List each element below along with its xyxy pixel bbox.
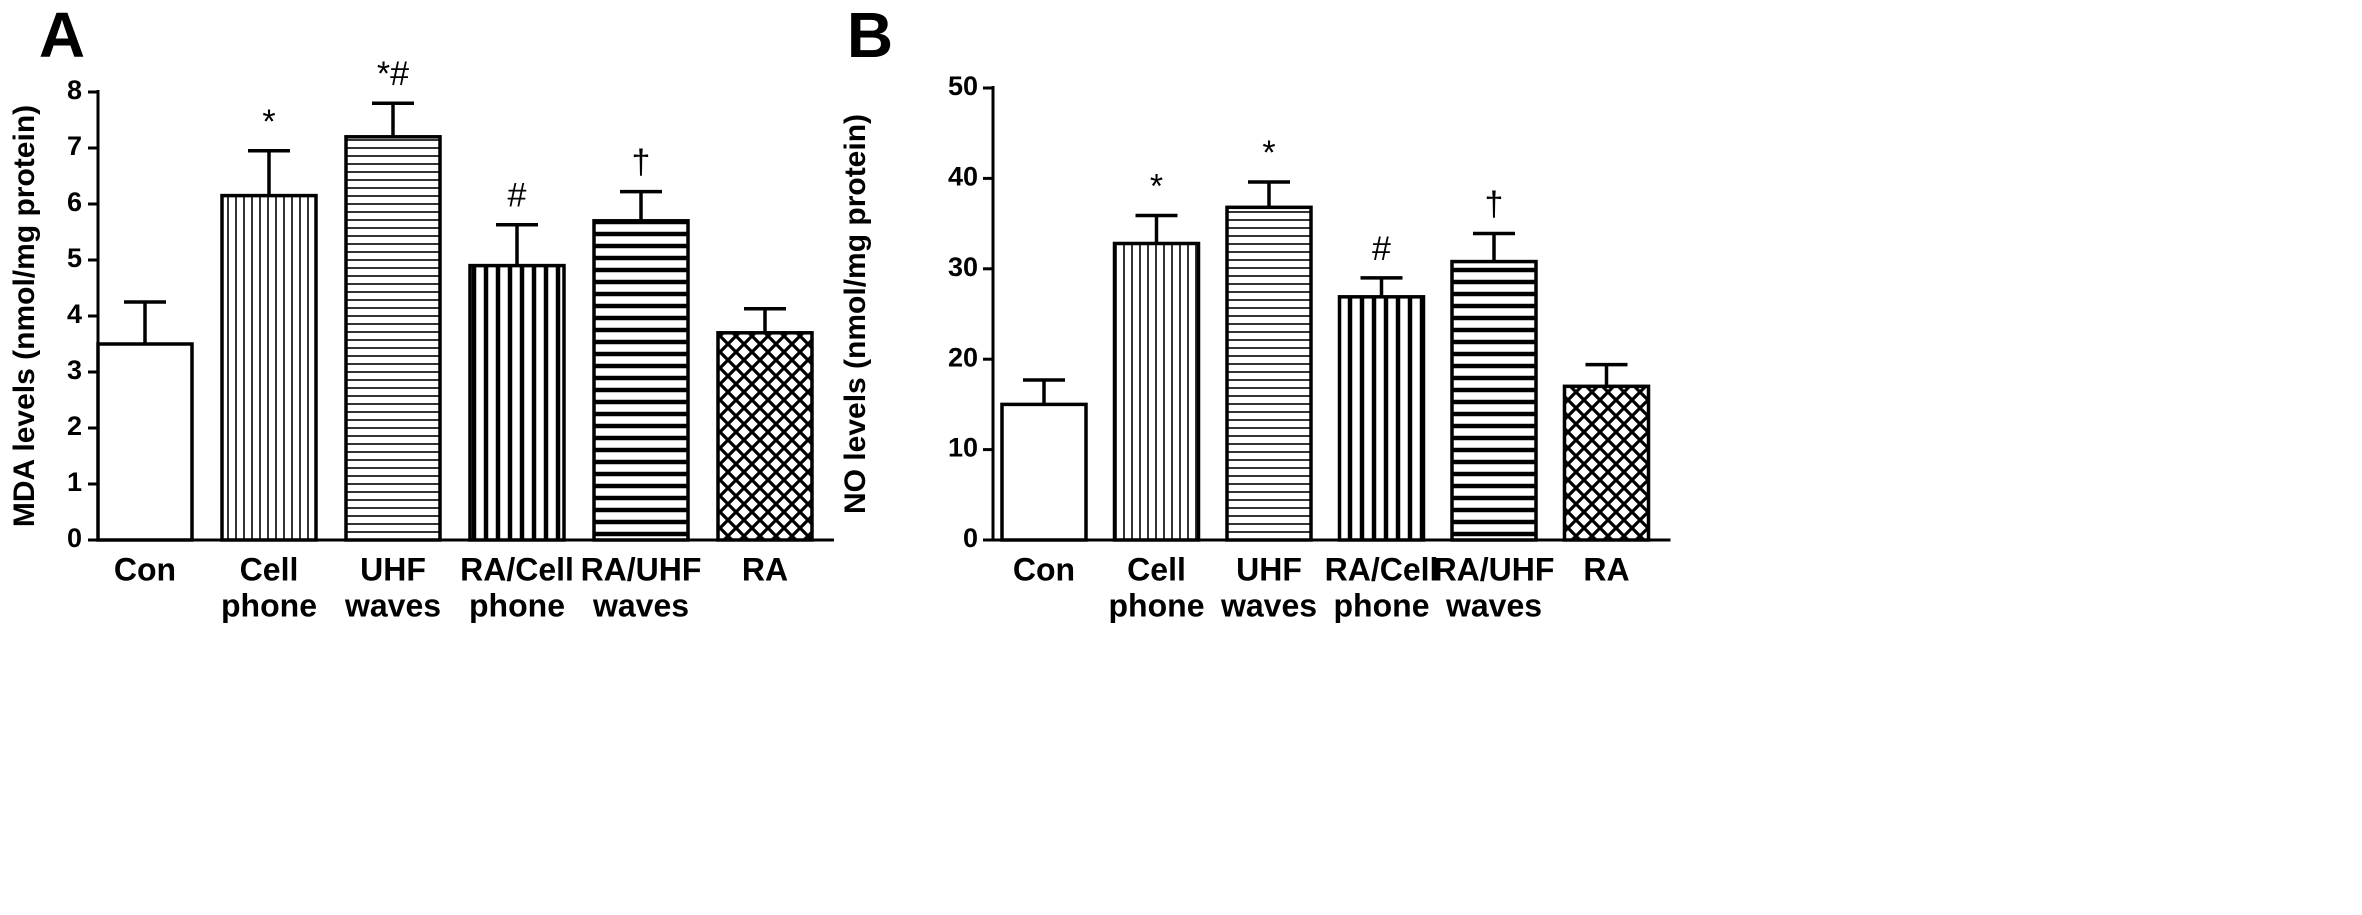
x-tick-label: waves (1445, 587, 1542, 623)
x-tick-label: RA/Cell (1325, 551, 1439, 587)
bar (1225, 205, 1313, 542)
x-tick-label: phone (1334, 587, 1430, 623)
y-tick-label: 6 (67, 187, 82, 217)
x-tick-label: RA (1583, 551, 1629, 587)
y-tick-label: 7 (67, 131, 82, 161)
bar (344, 135, 442, 542)
x-tick-label: Con (114, 551, 176, 587)
x-tick-label: waves (344, 587, 441, 623)
y-tick-label: 30 (948, 252, 978, 282)
y-tick-label: 0 (963, 523, 978, 553)
x-tick-label: Cell (1127, 551, 1186, 587)
x-tick-label: RA/Cell (460, 551, 574, 587)
significance-label: * (1150, 167, 1163, 205)
x-tick-label: waves (1220, 587, 1317, 623)
y-axis-title: NO levels (nmol/mg protein) (839, 114, 872, 514)
significance-label: * (262, 103, 275, 141)
bar (1112, 241, 1201, 542)
x-tick-label: RA/UHF (581, 551, 702, 587)
significance-label: *# (377, 55, 409, 93)
y-tick-label: 50 (948, 71, 978, 101)
panel-label: B (847, 0, 893, 71)
bar (716, 331, 814, 542)
x-tick-label: phone (221, 587, 317, 623)
x-tick-label: phone (469, 587, 565, 623)
x-tick-label: Con (1013, 551, 1075, 587)
significance-label: # (1372, 230, 1391, 268)
y-tick-label: 20 (948, 342, 978, 372)
bar (1337, 295, 1426, 542)
y-tick-label: 3 (67, 355, 82, 385)
bar (220, 193, 318, 542)
y-tick-label: 8 (67, 75, 82, 105)
x-tick-label: waves (592, 587, 689, 623)
y-tick-label: 4 (67, 299, 82, 329)
x-tick-label: RA/UHF (1434, 551, 1555, 587)
y-tick-label: 5 (67, 243, 82, 273)
x-tick-label: RA (742, 551, 788, 587)
significance-label: † (1485, 186, 1504, 224)
bar (96, 342, 194, 542)
significance-label: * (1262, 134, 1275, 172)
y-tick-label: 2 (67, 411, 82, 441)
chart-panel-a: A 0 1 2 3 4 5 6 7 8 MDA levels (nmol/mg protein) Co… (8, 0, 834, 623)
y-tick-label: 40 (948, 162, 978, 192)
chart-panel-b: B 0 10 20 30 40 50 NO levels (nmol/mg protein) C… (839, 0, 1671, 623)
x-tick-label: Cell (240, 551, 299, 587)
y-tick-label: 1 (67, 467, 82, 497)
y-tick-label: 10 (948, 433, 978, 463)
bar (1562, 384, 1651, 542)
bar (1000, 402, 1088, 542)
panel-label: A (39, 0, 85, 71)
bar (468, 263, 566, 542)
y-axis-title: MDA levels (nmol/mg protein) (8, 105, 41, 527)
significance-label: † (632, 144, 651, 182)
bar (1450, 259, 1538, 542)
significance-label: # (508, 177, 527, 215)
y-tick-label: 0 (67, 523, 82, 553)
bar (592, 219, 690, 542)
x-tick-label: UHF (1236, 551, 1302, 587)
x-tick-label: phone (1109, 587, 1205, 623)
x-tick-label: UHF (360, 551, 426, 587)
